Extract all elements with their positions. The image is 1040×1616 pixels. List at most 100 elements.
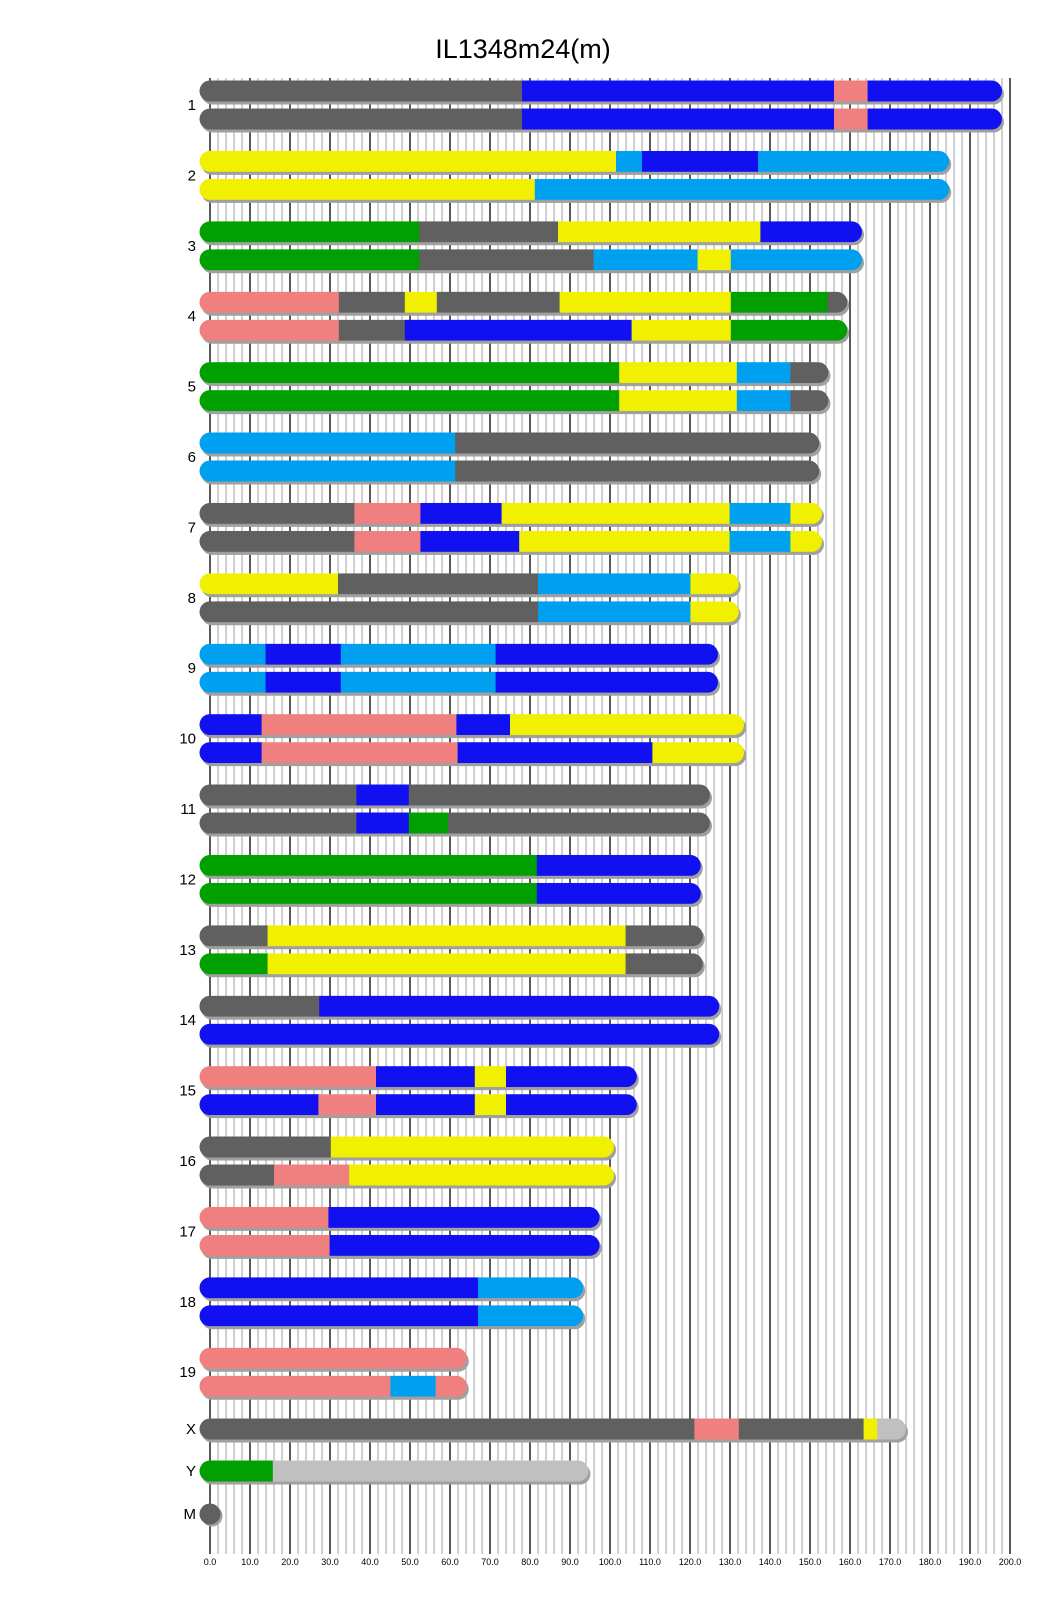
segment — [457, 742, 653, 764]
segment — [199, 150, 617, 172]
segment — [625, 953, 703, 975]
haplotype-bar — [199, 390, 829, 412]
segment — [652, 742, 744, 764]
chromosome-label: 9 — [188, 660, 196, 677]
segment — [199, 1460, 274, 1482]
segment — [474, 1066, 507, 1088]
segment — [619, 362, 738, 384]
haplotype-bar — [199, 1094, 637, 1116]
segment — [448, 812, 710, 834]
haplotype-bar — [199, 319, 848, 341]
chromosome-16: 16 — [179, 1136, 616, 1189]
chromosome-1: 1 — [188, 80, 1004, 133]
haplotype-bar — [199, 882, 701, 904]
segment — [522, 108, 835, 130]
segment — [867, 80, 1002, 102]
chromosome-X: X — [186, 1418, 908, 1443]
haplotype-bar — [199, 108, 1002, 130]
chromosome-M: M — [184, 1503, 223, 1527]
segment — [199, 460, 456, 482]
segment — [536, 882, 701, 904]
x-axis-tick-labels: 0.0 10.0 20.0 30.0 40.0 50.0 60.0 70.0 80.0 90.0 1… — [204, 1557, 1022, 1567]
segment — [340, 671, 497, 693]
segment — [877, 1418, 906, 1440]
segment — [338, 573, 539, 595]
segment — [694, 1418, 740, 1440]
segment — [265, 671, 342, 693]
segment — [199, 108, 523, 130]
segment — [199, 812, 357, 834]
chromosome-label: 15 — [179, 1083, 196, 1100]
haplotype-bar — [199, 1023, 720, 1045]
x-tick-label: 190.0 — [959, 1557, 982, 1567]
segment — [736, 362, 791, 384]
segment — [506, 1094, 637, 1116]
segment — [631, 319, 732, 341]
segment — [863, 1418, 878, 1440]
segment — [536, 854, 701, 876]
chromosome-label: M — [184, 1506, 197, 1523]
segment — [340, 643, 497, 665]
segment — [827, 291, 848, 313]
segment — [625, 925, 703, 947]
segment — [616, 150, 643, 172]
segment — [199, 573, 339, 595]
segment — [199, 714, 263, 736]
haplotype-bar — [199, 1234, 600, 1256]
x-tick-label: 70.0 — [481, 1557, 499, 1567]
segment — [420, 530, 520, 552]
segment — [356, 812, 410, 834]
segment — [790, 390, 829, 412]
chromosome-Y: Y — [186, 1460, 591, 1485]
x-tick-label: 40.0 — [361, 1557, 379, 1567]
segment — [593, 249, 699, 271]
x-tick-label: 130.0 — [719, 1557, 742, 1567]
x-tick-label: 180.0 — [919, 1557, 942, 1567]
segment — [558, 221, 761, 243]
segment — [267, 925, 627, 947]
haplotype-bar — [199, 854, 701, 876]
segment — [199, 502, 355, 524]
haplotype-bar — [199, 291, 848, 313]
haplotype-bar — [199, 643, 718, 665]
chromosome-12: 12 — [179, 854, 703, 907]
segment — [376, 1094, 476, 1116]
x-tick-label: 200.0 — [999, 1557, 1022, 1567]
haplotype-bar — [199, 1418, 906, 1440]
chromosome-label: 6 — [188, 449, 196, 466]
haplotype-bar — [199, 432, 820, 454]
haplotype-bar — [199, 1066, 637, 1088]
chart-title: IL1348m24(m) — [435, 34, 611, 64]
chromosome-label: 18 — [179, 1294, 196, 1311]
chromosome-label: 16 — [179, 1153, 196, 1170]
x-tick-label: 50.0 — [401, 1557, 419, 1567]
chromosome-label: 7 — [188, 519, 196, 536]
chromosome-10: 10 — [179, 714, 746, 767]
segment — [338, 291, 406, 313]
x-tick-label: 170.0 — [879, 1557, 902, 1567]
segment — [760, 221, 862, 243]
segment — [318, 1094, 377, 1116]
chromosome-8: 8 — [188, 573, 741, 626]
x-tick-label: 0.0 — [204, 1557, 217, 1567]
segment — [199, 601, 539, 623]
x-tick-label: 20.0 — [281, 1557, 299, 1567]
segment — [356, 784, 410, 806]
segment — [690, 601, 739, 623]
chromosome-label: 8 — [188, 590, 196, 607]
segment — [199, 882, 538, 904]
segment — [354, 502, 421, 524]
segment — [474, 1094, 507, 1116]
segment — [199, 1023, 720, 1045]
haplotype-bar — [199, 1277, 584, 1299]
segment — [261, 714, 457, 736]
haplotype-bar — [199, 1347, 467, 1369]
segment — [349, 1164, 614, 1186]
segment — [697, 249, 732, 271]
segment — [510, 714, 744, 736]
haplotype-bar — [199, 784, 710, 806]
chromosome-7: 7 — [188, 502, 824, 555]
segment — [834, 108, 869, 130]
segment — [478, 1277, 584, 1299]
segment — [729, 502, 791, 524]
